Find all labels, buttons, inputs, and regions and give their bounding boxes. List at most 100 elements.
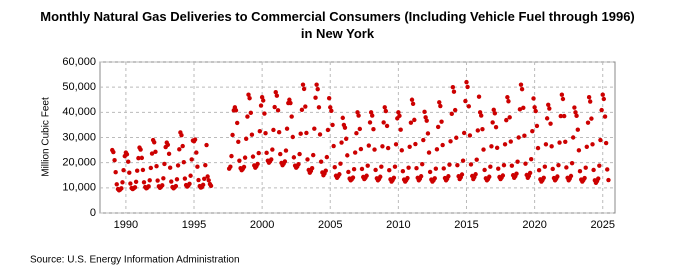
point — [568, 173, 574, 179]
point — [133, 179, 139, 184]
point — [114, 182, 119, 187]
point — [408, 120, 414, 125]
point — [112, 157, 117, 163]
point — [482, 167, 487, 173]
point — [420, 161, 425, 167]
point — [141, 180, 147, 185]
point — [146, 184, 151, 189]
point — [291, 155, 297, 160]
point — [257, 129, 263, 134]
point — [196, 177, 201, 183]
point — [340, 115, 345, 121]
point — [138, 147, 143, 152]
point — [380, 144, 385, 149]
point — [463, 98, 468, 104]
point — [438, 103, 443, 109]
point — [605, 167, 610, 172]
point — [113, 170, 118, 175]
point — [194, 150, 199, 155]
point — [132, 185, 138, 190]
point — [435, 124, 441, 130]
point — [535, 145, 541, 151]
point — [555, 174, 560, 179]
point — [338, 161, 343, 166]
point — [591, 167, 596, 173]
point — [449, 111, 454, 117]
point — [339, 140, 344, 145]
point — [582, 175, 587, 181]
point — [561, 113, 567, 119]
point — [179, 133, 184, 138]
point — [425, 131, 431, 136]
point — [481, 147, 486, 152]
point — [314, 82, 319, 87]
point — [465, 84, 470, 90]
point — [296, 161, 301, 167]
point — [165, 142, 171, 147]
point — [206, 178, 211, 183]
point — [318, 159, 324, 164]
point — [316, 105, 322, 110]
point — [596, 176, 601, 181]
point — [237, 158, 242, 163]
point — [329, 108, 334, 114]
point — [326, 96, 332, 101]
point — [603, 140, 609, 146]
point — [182, 176, 188, 181]
point — [381, 120, 386, 125]
point — [315, 86, 320, 92]
point — [301, 86, 307, 92]
point — [405, 175, 410, 181]
point — [433, 166, 439, 171]
point — [200, 182, 206, 188]
point — [162, 161, 167, 167]
point — [180, 143, 185, 149]
point — [584, 144, 589, 150]
point — [313, 95, 318, 100]
point — [241, 164, 247, 170]
source: Source: U.S. Energy Information Administ… — [30, 255, 240, 266]
point — [507, 115, 512, 120]
point — [544, 116, 550, 121]
chart-title: Monthly Natural Gas Deliveries to Commer… — [40, 9, 635, 41]
point — [516, 135, 521, 140]
point — [330, 122, 335, 128]
point — [448, 139, 453, 144]
point — [437, 100, 442, 105]
x-tick-label: 2005 — [318, 219, 342, 231]
point — [409, 97, 415, 102]
point — [169, 179, 174, 184]
point — [500, 173, 506, 178]
point — [586, 95, 592, 100]
point — [473, 172, 478, 177]
point — [506, 99, 511, 104]
point — [248, 110, 254, 116]
point — [205, 174, 210, 179]
point — [585, 120, 591, 125]
point — [119, 186, 124, 191]
point — [269, 157, 274, 162]
point — [188, 173, 193, 178]
point — [517, 107, 523, 112]
point — [152, 140, 157, 145]
point — [111, 149, 116, 155]
point — [556, 162, 561, 168]
point — [324, 154, 330, 160]
point — [350, 175, 356, 180]
point — [289, 114, 294, 119]
point — [270, 147, 275, 152]
x-tick-label: 1995 — [182, 219, 206, 231]
point — [505, 95, 510, 100]
point — [398, 127, 403, 132]
y-tick-label: 10,000 — [62, 182, 96, 194]
point — [454, 135, 459, 140]
point — [576, 148, 582, 153]
point — [496, 166, 501, 171]
point — [332, 164, 337, 170]
point — [175, 163, 181, 168]
point — [304, 130, 309, 136]
point — [297, 151, 302, 157]
point — [160, 183, 165, 188]
plot-frame — [99, 61, 616, 214]
point — [256, 150, 261, 156]
